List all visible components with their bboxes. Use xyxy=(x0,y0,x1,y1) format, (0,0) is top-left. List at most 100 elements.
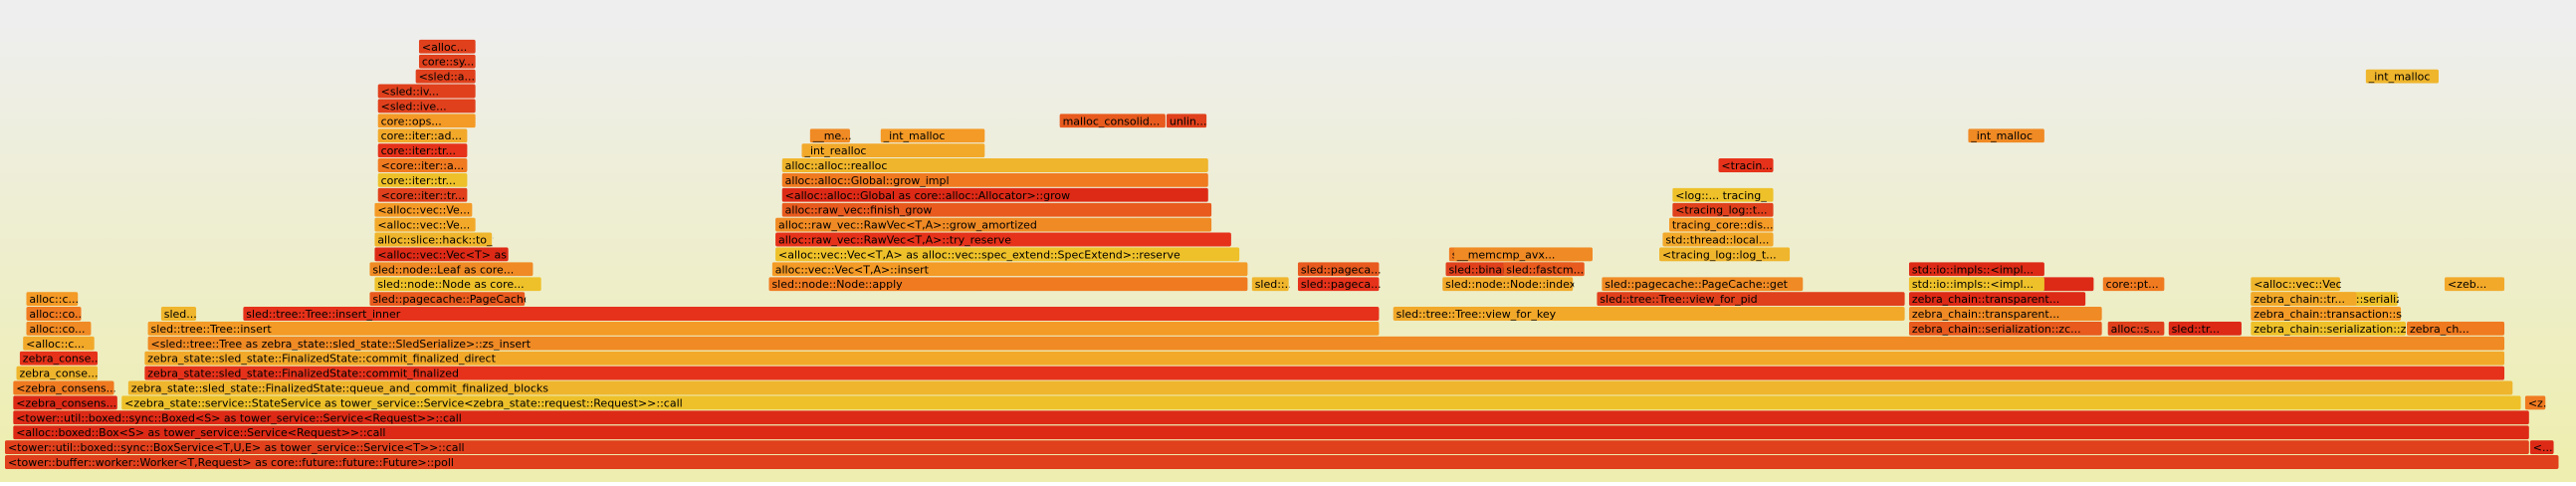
frame[interactable]: zebra_state::sled_state::FinalizedState:… xyxy=(144,351,2505,365)
frame[interactable]: alloc::raw_vec::RawVec<T,A>::grow_amorti… xyxy=(775,217,1212,232)
frame[interactable]: sled::tree::Tree::insert xyxy=(147,321,1380,336)
frame[interactable]: sled::tree::Tree::insert_inner xyxy=(243,307,1380,321)
frame[interactable]: <alloc::vec::Vec<T> as core::... xyxy=(374,247,551,262)
frame[interactable]: <alloc::c... xyxy=(23,336,95,351)
frame[interactable]: <log::... tracing_ xyxy=(1672,187,1774,202)
frame[interactable]: sled::tree::Tree::view_for_pid xyxy=(1597,292,1905,307)
frame[interactable]: <tracing_log::log_t... xyxy=(1659,247,1791,262)
frame[interactable]: sled::pageca... xyxy=(1297,277,1382,292)
frame[interactable]: zebra_chain::serialization::ze... xyxy=(2251,321,2423,336)
frame[interactable]: zebra_chain::transparent... xyxy=(1908,292,2086,307)
frame[interactable]: core::sy... xyxy=(418,54,476,69)
frame-box xyxy=(147,336,2505,351)
frame[interactable]: zebra_ch... xyxy=(2406,321,2505,336)
frame[interactable]: zebra_conse... xyxy=(19,351,102,365)
frame[interactable]: zebra_chain::transaction::se... xyxy=(2251,307,2419,321)
frame[interactable]: sled::node::Node as core... xyxy=(374,277,541,292)
frame[interactable]: zebra_chain::tr... xyxy=(2251,292,2357,307)
frame[interactable]: alloc::co... xyxy=(26,307,85,321)
frame[interactable]: <tower::util::boxed::sync::BoxService<T,… xyxy=(4,440,2529,455)
frame[interactable]: <alloc... xyxy=(418,39,476,54)
frame[interactable]: <zebra_consens... xyxy=(13,380,116,395)
frame[interactable]: <alloc::vec::Vec<T,A> as alloc::vec::spe… xyxy=(775,247,1240,262)
frame[interactable]: zebra_state::sled_state::FinalizedState:… xyxy=(127,380,2513,395)
frame[interactable]: alloc::alloc::realloc xyxy=(781,158,1208,172)
frame[interactable]: core::iter::ad... xyxy=(377,128,468,143)
frame[interactable]: _int_malloc xyxy=(1968,128,2044,143)
frame-label: std::io::impls::<impl... xyxy=(1912,278,2034,291)
frame[interactable]: core::ops... xyxy=(377,114,476,128)
frame-label: <alloc::vec::Vec<T> as core::... xyxy=(377,248,551,261)
frame[interactable]: <alloc::vec::Vec<... xyxy=(2251,277,2361,292)
frame[interactable]: sled::node::Node::index_... xyxy=(1442,277,1592,292)
frame[interactable]: sled::node::Leaf as core... xyxy=(369,262,534,277)
frame[interactable]: __memcmp_avx... xyxy=(1453,247,1593,262)
frame[interactable]: <alloc::vec::Ve... xyxy=(374,217,476,232)
frame-box xyxy=(781,202,1212,217)
frame-label: <sled::ive... xyxy=(381,100,447,113)
frame[interactable]: core::pt... xyxy=(2102,277,2165,292)
frame-box xyxy=(1672,202,1774,217)
frame[interactable]: alloc::co... xyxy=(26,321,92,336)
frame[interactable]: <sled::tree::Tree as zebra_state::sled_s… xyxy=(147,336,2505,351)
frame[interactable]: zebra_chain::transparent... xyxy=(1908,307,2102,321)
frame-box xyxy=(2524,395,2546,410)
frame[interactable]: <alloc::alloc::Global as core::alloc::Al… xyxy=(781,187,1208,202)
frame[interactable]: <... xyxy=(2529,440,2554,455)
frame[interactable]: _int_malloc xyxy=(2365,69,2440,84)
frame[interactable]: <zeb... xyxy=(2444,277,2505,292)
frame[interactable]: sled::pagecache::PageCache::link xyxy=(369,292,557,307)
frame[interactable]: <alloc::vec::Ve... xyxy=(374,202,473,217)
frame[interactable]: std::thread::local... xyxy=(1662,232,1774,247)
frame[interactable]: tracing_core::dis... xyxy=(1668,217,1774,232)
frame[interactable]: sled::pageca... xyxy=(1297,262,1382,277)
frame[interactable]: sled::node::Node::apply xyxy=(768,277,1248,292)
frame[interactable]: <tracin... xyxy=(1718,158,1774,172)
frame[interactable]: unlin... xyxy=(1166,114,1207,128)
frame[interactable]: sled::pagecache::PageCache::get xyxy=(1602,277,1804,292)
frame[interactable]: <sled::a... xyxy=(415,69,476,84)
frame[interactable]: <alloc::boxed::Box<S> as tower_service::… xyxy=(13,425,2529,440)
frame[interactable]: <sled::ive... xyxy=(377,99,476,114)
frame[interactable]: <tower::buffer::worker::Worker<T,Request… xyxy=(4,455,2559,469)
frame[interactable]: sled::tree::Tree::view_for_key xyxy=(1393,307,1905,321)
frame-label: alloc::raw_vec::RawVec<T,A>::grow_amorti… xyxy=(778,219,1037,232)
frame[interactable]: core::iter::tr... xyxy=(377,143,468,158)
frame[interactable]: <core::iter::a... xyxy=(377,158,468,172)
frame[interactable]: alloc::raw_vec::finish_grow xyxy=(781,202,1212,217)
frame-label: sled::node::Node::apply xyxy=(771,278,903,291)
frame-box xyxy=(377,99,476,114)
frame[interactable]: zebra_chain::serialization::zc... xyxy=(1908,321,2102,336)
frame[interactable]: alloc::alloc::Global::grow_impl xyxy=(781,172,1208,187)
frame[interactable]: core::iter::tr... xyxy=(377,172,468,187)
frame[interactable]: malloc_consolid... xyxy=(1059,114,1166,128)
frame[interactable]: sled::... xyxy=(1251,277,1295,292)
frame[interactable]: __me... xyxy=(809,128,852,143)
frame[interactable]: alloc::slice::hack::to_v... xyxy=(374,232,508,247)
frame[interactable]: <tracing_log::t... xyxy=(1672,202,1774,217)
frame[interactable]: sled::tr... xyxy=(2168,321,2242,336)
frame[interactable]: _int_malloc xyxy=(880,128,985,143)
frame[interactable]: zebra_state::sled_state::FinalizedState:… xyxy=(144,365,2505,380)
frame-label: sled::tree::Tree::view_for_pid xyxy=(1600,293,1757,306)
frame[interactable]: <z... xyxy=(2524,395,2553,410)
frame[interactable]: <zebra_state::service::StateService as t… xyxy=(121,395,2521,410)
frame[interactable]: alloc::raw_vec::RawVec<T,A>::try_reserve xyxy=(775,232,1231,247)
frame[interactable]: <zebra_consens... xyxy=(13,395,117,410)
frame[interactable]: alloc::vec::Vec<T,A>::insert xyxy=(771,262,1248,277)
frame[interactable]: sled::fastcm... xyxy=(1503,262,1585,277)
frame[interactable]: alloc::s... xyxy=(2107,321,2165,336)
frame-box xyxy=(1602,277,1804,292)
frame[interactable]: alloc::c... xyxy=(26,292,79,307)
frame[interactable]: <core::iter::tr... xyxy=(377,187,468,202)
frame[interactable]: zebra_conse... xyxy=(16,365,99,380)
frame[interactable]: std::io::impls::<impl... xyxy=(1908,277,2044,292)
frame[interactable]: _int_realloc xyxy=(801,143,985,158)
frame[interactable]: <sled::iv... xyxy=(377,84,476,99)
frame-label: alloc::raw_vec::RawVec<T,A>::try_reserve xyxy=(778,234,1011,247)
frame-label: sled::pageca... xyxy=(1301,278,1382,291)
frame[interactable]: sled... xyxy=(160,307,197,321)
frame-box xyxy=(4,440,2529,455)
frame[interactable]: <tower::util::boxed::sync::Boxed<S> as t… xyxy=(13,410,2529,425)
frame[interactable]: std::io::impls::<impl... xyxy=(1908,262,2044,277)
